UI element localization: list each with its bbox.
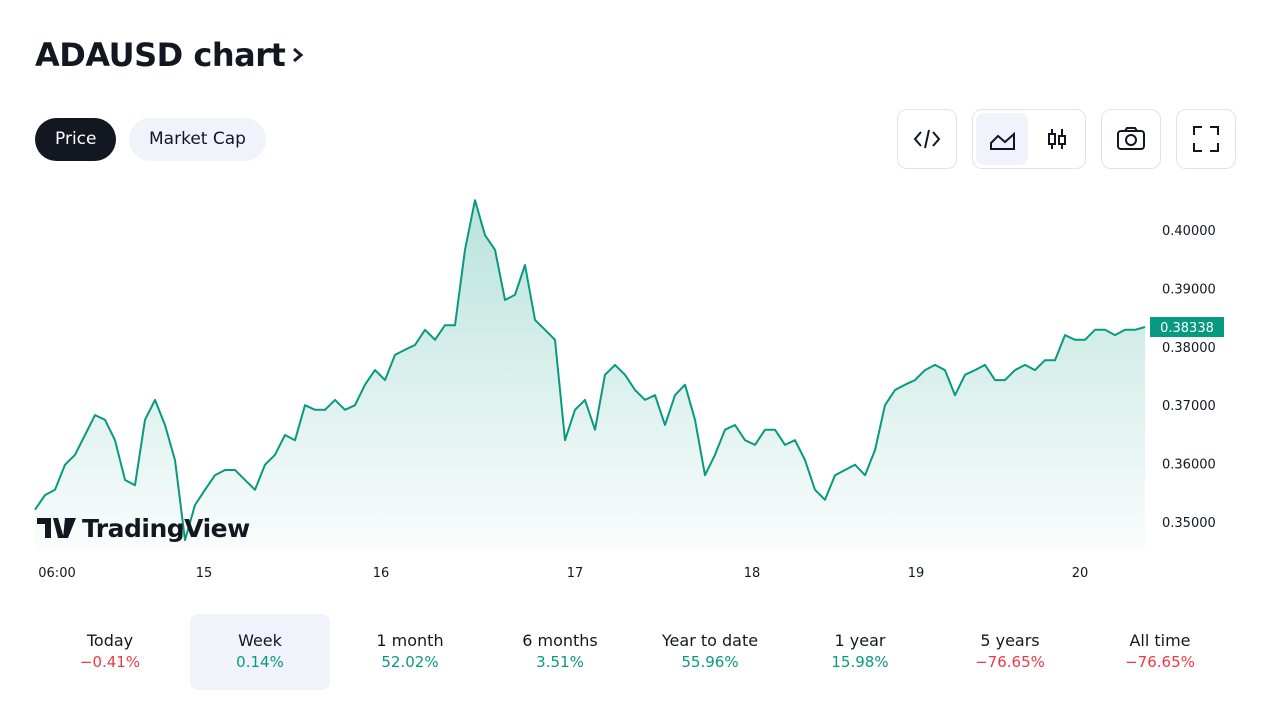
watermark: TradingView bbox=[37, 514, 251, 543]
line-style-button[interactable] bbox=[976, 113, 1028, 165]
period-change: 0.14% bbox=[236, 653, 284, 671]
y-tick-label: 0.36000 bbox=[1162, 458, 1216, 473]
period-change: −0.41% bbox=[79, 653, 141, 671]
period-label: Today bbox=[86, 631, 134, 650]
period-label: Week bbox=[238, 631, 282, 650]
period-label: All time bbox=[1129, 631, 1191, 650]
watermark-logo bbox=[37, 518, 76, 538]
period-item[interactable]: All time −76.65% bbox=[1090, 614, 1230, 690]
x-tick-label: 16 bbox=[373, 566, 390, 581]
period-label: 6 months bbox=[522, 631, 598, 650]
last-value-box bbox=[1150, 317, 1224, 338]
price-line bbox=[34, 199, 1146, 542]
x-tick-label: 15 bbox=[196, 566, 213, 581]
period-change: −76.65% bbox=[1125, 653, 1195, 671]
period-label: 5 years bbox=[980, 631, 1040, 650]
candle-icon bbox=[1048, 129, 1066, 149]
y-tick-label: 0.37000 bbox=[1162, 399, 1216, 414]
y-tick-label: 0.38000 bbox=[1162, 341, 1216, 356]
fullscreen-button[interactable] bbox=[1176, 109, 1236, 169]
tab-price[interactable]: Price bbox=[35, 118, 117, 161]
period-change: 52.02% bbox=[381, 653, 439, 671]
period-item[interactable]: 6 months 3.51% bbox=[490, 614, 630, 690]
fullscreen-icon bbox=[1193, 126, 1219, 152]
period-change: 15.98% bbox=[831, 653, 889, 671]
title-text: ADAUSD chart bbox=[35, 36, 286, 74]
period-label: 1 year bbox=[834, 631, 886, 650]
x-tick-label: 20 bbox=[1072, 566, 1089, 581]
period-item[interactable]: Week 0.14% bbox=[190, 614, 330, 690]
period-change: −76.65% bbox=[975, 653, 1045, 671]
x-tick-label: 18 bbox=[744, 566, 761, 581]
embed-button[interactable] bbox=[897, 109, 957, 169]
last-value-label: 0.38338 bbox=[1160, 321, 1214, 336]
chevron bbox=[293, 47, 304, 63]
period-item[interactable]: Today −0.41% bbox=[40, 614, 180, 690]
area-icon bbox=[990, 131, 1015, 150]
period-change: 3.51% bbox=[536, 653, 584, 671]
candle-style-button[interactable] bbox=[1031, 113, 1083, 165]
x-tick-label: 06:00 bbox=[38, 566, 75, 581]
y-tick-label: 0.35000 bbox=[1162, 516, 1216, 531]
snapshot-button[interactable] bbox=[1101, 109, 1161, 169]
x-tick-label: 19 bbox=[908, 566, 925, 581]
y-tick-label: 0.39000 bbox=[1162, 282, 1216, 297]
chart-title[interactable]: ADAUSD chart bbox=[35, 36, 309, 74]
period-item[interactable]: Year to date 55.96% bbox=[640, 614, 780, 690]
period-item[interactable]: 1 month 52.02% bbox=[340, 614, 480, 690]
y-tick-label: 0.40000 bbox=[1162, 224, 1216, 239]
tab-market-cap[interactable]: Market Cap bbox=[129, 118, 266, 161]
camera-icon bbox=[1117, 127, 1145, 150]
chart: 0.35000 0.36000 0.37000 0.38000 0.39000 0.400… bbox=[34, 199, 1224, 581]
period-change: 55.96% bbox=[681, 653, 739, 671]
period-item[interactable]: 1 year 15.98% bbox=[790, 614, 930, 690]
period-item[interactable]: 5 years −76.65% bbox=[940, 614, 1080, 690]
period-label: 1 month bbox=[376, 631, 444, 650]
watermark-text: TradingView bbox=[82, 514, 250, 543]
price-area bbox=[35, 200, 1145, 550]
period-label: Year to date bbox=[661, 631, 759, 650]
embed-icon bbox=[913, 129, 941, 149]
chart-style-group bbox=[972, 109, 1086, 169]
x-tick-label: 17 bbox=[567, 566, 584, 581]
